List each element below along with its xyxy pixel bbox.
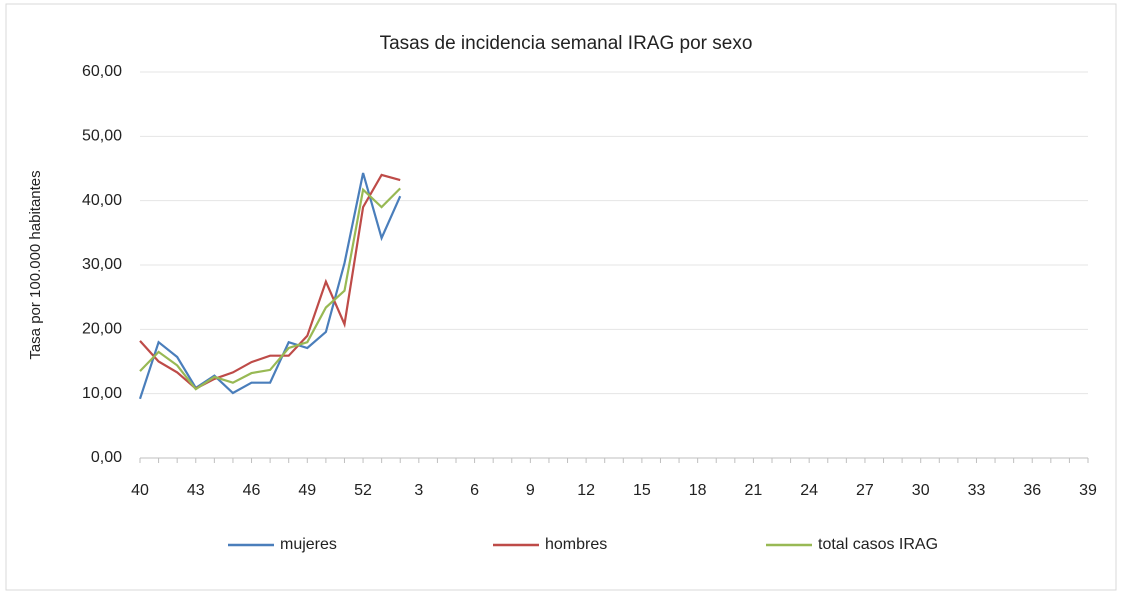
x-tick-label: 52 bbox=[354, 482, 372, 499]
x-tick-label: 21 bbox=[745, 482, 763, 499]
x-tick-label: 18 bbox=[689, 482, 707, 499]
y-tick-label: 0,00 bbox=[91, 449, 122, 466]
x-tick-label: 27 bbox=[856, 482, 874, 499]
x-tick-label: 3 bbox=[414, 482, 423, 499]
legend-label: hombres bbox=[545, 536, 607, 553]
chart-frame bbox=[5, 3, 1117, 591]
line-series bbox=[138, 172, 402, 400]
x-tick-label: 36 bbox=[1023, 482, 1041, 499]
x-tick-label: 30 bbox=[912, 482, 930, 499]
y-tick-label: 10,00 bbox=[82, 385, 122, 402]
y-axis-label: Tasa por 100.000 habitantes bbox=[27, 170, 44, 359]
y-tick-label: 60,00 bbox=[82, 63, 122, 80]
x-tick-label: 40 bbox=[131, 482, 149, 499]
x-tick-label: 43 bbox=[187, 482, 205, 499]
x-tick-label: 6 bbox=[470, 482, 479, 499]
x-tick-label: 12 bbox=[577, 482, 595, 499]
x-tick-label: 15 bbox=[633, 482, 651, 499]
legend-label: total casos IRAG bbox=[818, 536, 938, 553]
x-tick-label: 49 bbox=[298, 482, 316, 499]
x-tick-label: 39 bbox=[1079, 482, 1097, 499]
line-series bbox=[139, 173, 401, 390]
line-series bbox=[139, 187, 401, 391]
y-tick-label: 50,00 bbox=[82, 128, 122, 145]
y-tick-label: 30,00 bbox=[82, 256, 122, 273]
x-tick-label: 24 bbox=[800, 482, 818, 499]
y-tick-label: 20,00 bbox=[82, 321, 122, 338]
x-tick-label: 33 bbox=[968, 482, 986, 499]
legend-label: mujeres bbox=[280, 536, 337, 553]
x-tick-label: 9 bbox=[526, 482, 535, 499]
x-tick-label: 46 bbox=[243, 482, 261, 499]
y-tick-label: 40,00 bbox=[82, 192, 122, 209]
chart-title: Tasas de incidencia semanal IRAG por sex… bbox=[380, 33, 753, 54]
